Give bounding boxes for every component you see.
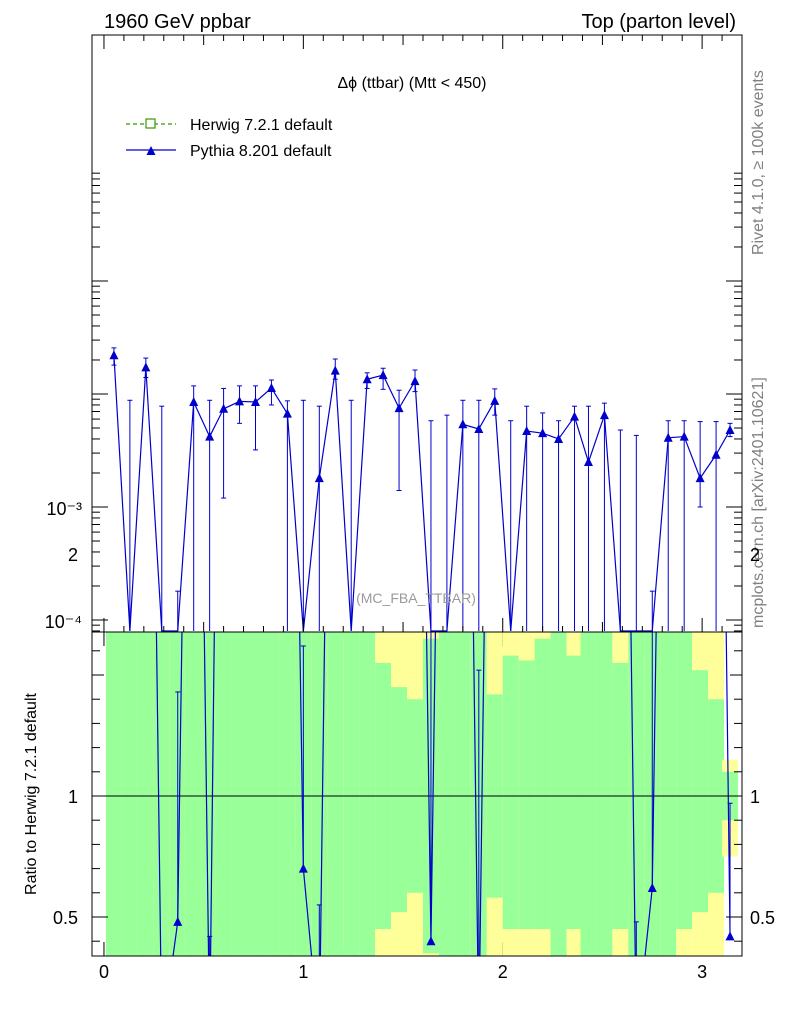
pythia-point [250,396,260,406]
pythia-point [282,408,292,418]
ratio-panel: 0.5 0.5 1 1 2 2 Ratio to Herwig 7.2.1 default [23,545,775,957]
legend-entry-herwig: Herwig 7.2.1 default [126,117,333,134]
pythia-point [599,410,609,420]
x-tick-label: 0 [99,962,109,982]
ratio-point [647,882,657,892]
y-tick-label-1e-4: 10⁻⁴ [45,612,82,632]
x-tick-label: 1 [298,962,308,982]
pythia-point [141,362,151,372]
pythia-line [113,355,731,632]
ratio-y-tick-label-right: 2 [750,545,760,565]
pythia-point [235,396,245,406]
pythia-point [554,433,564,443]
pythia-point [330,365,340,375]
ratio-band-inner [454,632,471,956]
ratio-band-inner [502,655,519,930]
ratio-band-inner [343,632,360,956]
pythia-point [205,431,215,441]
ratio-band-inner [121,632,138,956]
ratio-band-inner [580,632,597,956]
pythia-point [189,396,199,406]
pythia-point [725,425,735,435]
ratio-band-inner [327,632,344,956]
pythia-point [570,411,580,421]
pythia-point [474,424,484,434]
ratio-band-inner [137,632,154,956]
pythia-point [679,431,689,441]
pythia-point [711,449,721,459]
pythia-point [458,419,468,429]
ratio-band-inner [676,632,693,930]
ratio-band-inner [660,632,677,956]
watermark: (MC_FBA_TTBAR) [356,590,476,606]
pythia-point [314,473,324,483]
ratio-y-tick-label-right: 1 [750,787,760,807]
pythia-point [362,374,372,384]
pythia-point [490,395,500,405]
x-tick-label: 3 [697,962,707,982]
y-tick-label-1e-3: 10⁻³ [46,499,82,519]
ratio-band-inner [391,687,408,913]
ratio-band-inner [438,632,455,956]
ratio-band-inner [263,632,280,956]
ratio-band-inner [692,670,709,913]
legend: Herwig 7.2.1 default Pythia 8.201 defaul… [126,117,333,160]
ratio-band-inner [201,632,218,956]
ratio-y-tick-label-right: 0.5 [750,908,775,928]
ratio-frame [91,631,743,957]
pythia-point [219,403,229,413]
pythia-point [583,457,593,467]
header-right: Top (parton level) [581,11,736,33]
header-left: 1960 GeV ppbar [104,11,251,33]
pythia-point [410,376,420,386]
ratio-point [725,931,735,941]
ratio-band-inner [534,638,551,930]
ratio-band-inner [247,632,264,956]
ratio-band-inner [279,632,296,956]
ratio-y-tick-label-left: 0.5 [53,908,78,928]
chart-title: Δϕ (ttbar) (Mtt < 450) [337,75,486,92]
ratio-point [426,936,436,946]
pythia-point [522,426,532,436]
ratio-band-inner [231,632,248,956]
ratio-band-inner [359,632,376,956]
pythia-point [538,428,548,438]
pythia-point [394,403,404,413]
main-panel: Δϕ (ttbar) (Mtt < 450) (MC_FBA_TTBAR) 10… [45,34,743,956]
ratio-band-inner [596,632,613,956]
legend-entry-pythia: Pythia 8.201 default [126,143,332,160]
pythia-point [663,432,673,442]
ratio-y-tick-label-left: 2 [68,545,78,565]
legend-marker-herwig [145,118,156,129]
ratio-band-inner [105,632,122,956]
pythia-point [695,473,705,483]
side-text-top: Rivet 4.1.0, ≥ 100k events [750,70,767,255]
ratio-band-inner [566,655,583,930]
ratio-point [298,863,308,873]
ratio-point [173,916,183,926]
legend-label-pythia: Pythia 8.201 default [190,143,332,160]
pythia-point [378,370,388,380]
ratio-y-label: Ratio to Herwig 7.2.1 default [23,693,40,895]
ratio-y-tick-label-left: 1 [68,787,78,807]
pythia-point [266,383,276,393]
legend-marker-pythia [146,146,156,155]
side-text-bottom: mcplots.cern.ch [arXiv:2401.10621] [750,377,767,628]
ratio-band-inner [215,632,232,956]
ratio-band-inner [550,632,567,956]
pythia-point [109,350,119,360]
ratio-band-inner [518,660,535,930]
ratio-band-inner [185,632,202,956]
x-tick-label: 2 [498,962,508,982]
legend-label-herwig: Herwig 7.2.1 default [190,117,333,134]
